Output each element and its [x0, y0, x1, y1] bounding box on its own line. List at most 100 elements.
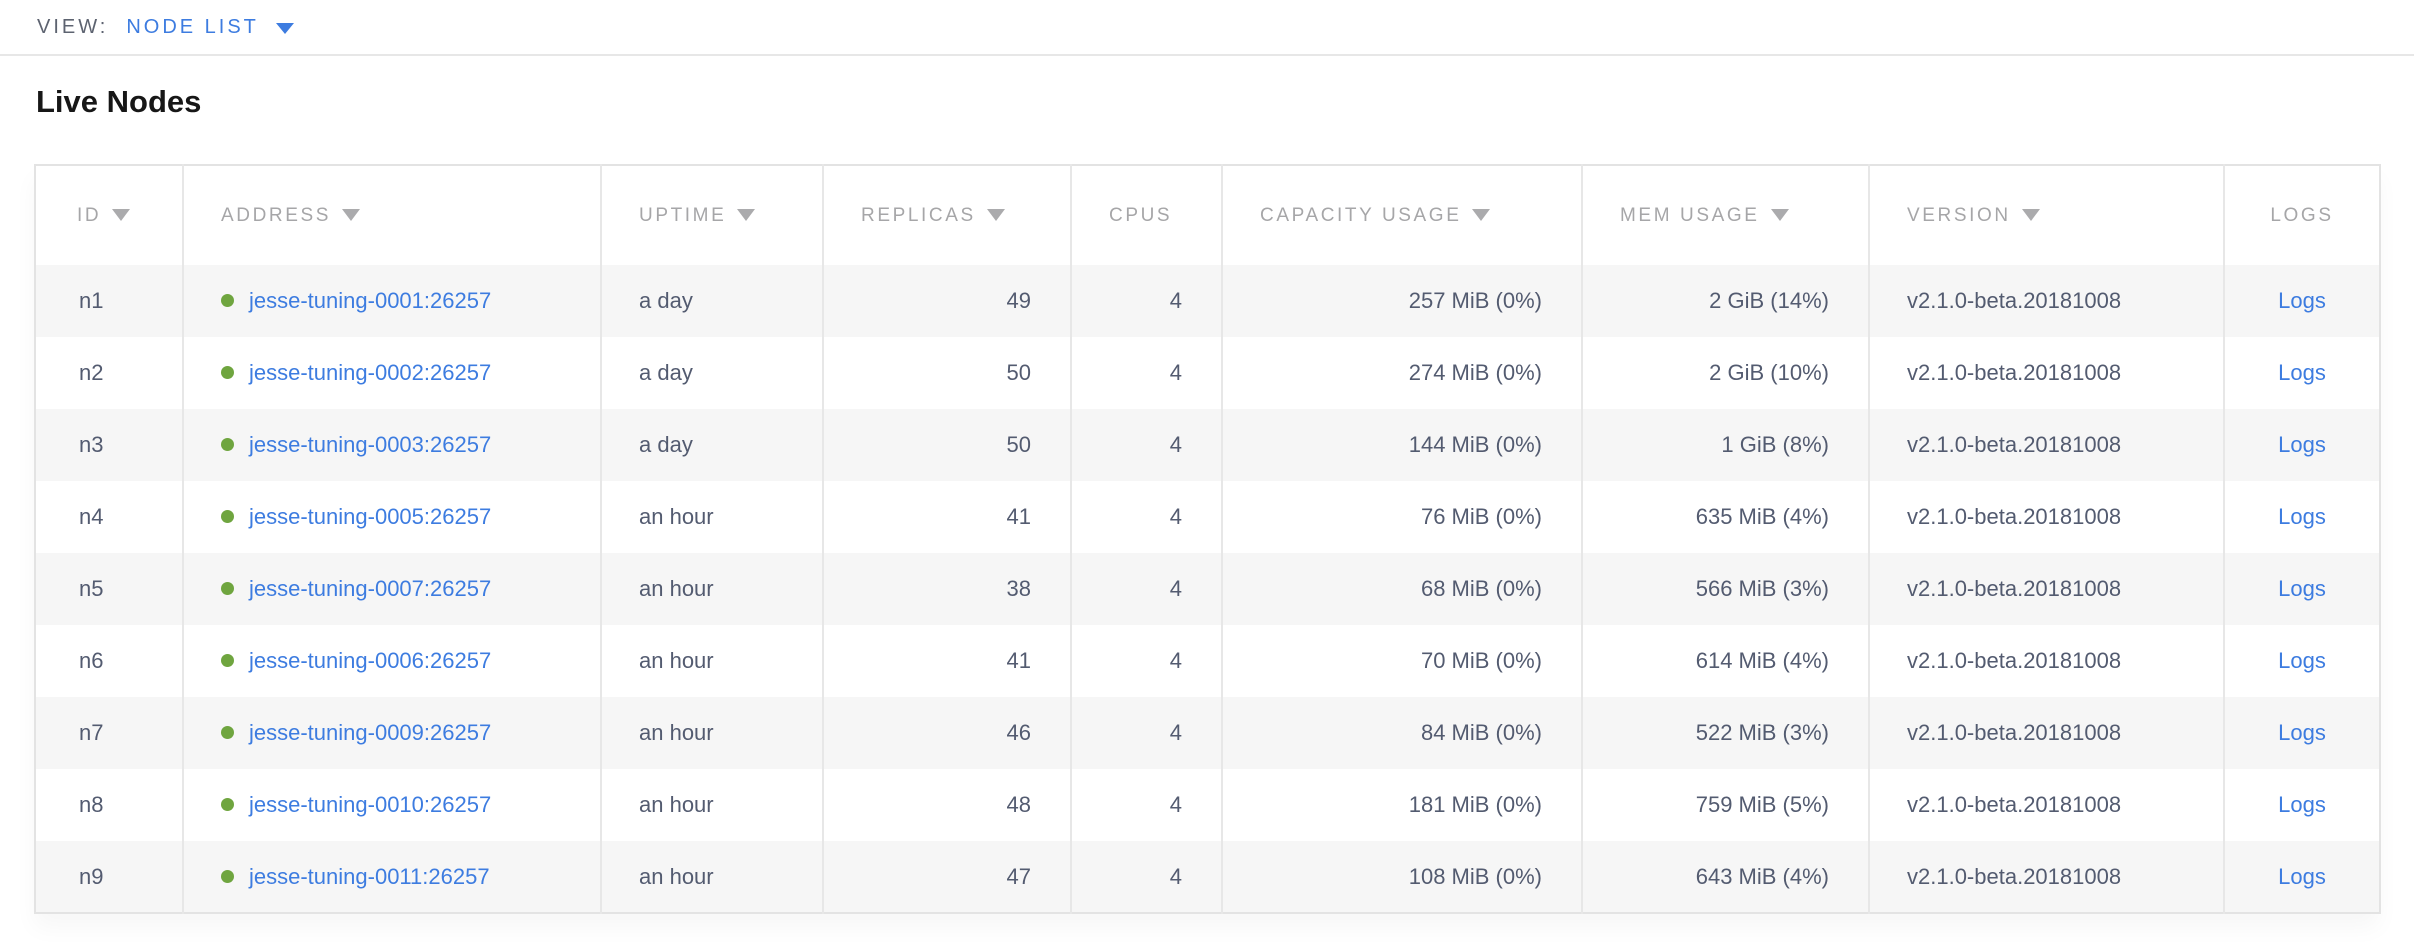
- node-replicas-cell: 48: [823, 769, 1072, 841]
- node-version-cell: v2.1.0-beta.20181008: [1869, 409, 2225, 481]
- node-uptime-cell: a day: [601, 409, 824, 481]
- node-capacity-usage-cell: 70 MiB (0%): [1222, 625, 1583, 697]
- node-mem-usage-cell: 2 GiB (14%): [1582, 265, 1870, 337]
- node-address-cell: jesse-tuning-0003:26257: [183, 409, 602, 481]
- node-uptime-cell: an hour: [601, 841, 824, 913]
- view-selector-value: NODE LIST: [126, 15, 259, 38]
- node-cpus-cell: 4: [1071, 265, 1223, 337]
- table-row: n3 jesse-tuning-0003:26257 a day 50 4 14…: [35, 409, 2380, 481]
- node-replicas-cell: 41: [823, 481, 1072, 553]
- column-header-uptime[interactable]: UPTIME: [601, 165, 824, 265]
- node-logs-link[interactable]: Logs: [2278, 432, 2326, 457]
- node-id-cell: n3: [35, 409, 184, 481]
- node-address-link[interactable]: jesse-tuning-0005:26257: [249, 504, 492, 529]
- node-mem-usage-cell: 566 MiB (3%): [1582, 553, 1870, 625]
- node-address-cell: jesse-tuning-0002:26257: [183, 337, 602, 409]
- table-row: n7 jesse-tuning-0009:26257 an hour 46 4 …: [35, 697, 2380, 769]
- node-capacity-usage-cell: 274 MiB (0%): [1222, 337, 1583, 409]
- column-header-version[interactable]: VERSION: [1869, 165, 2225, 265]
- node-mem-usage-cell: 522 MiB (3%): [1582, 697, 1870, 769]
- node-logs-link[interactable]: Logs: [2278, 360, 2326, 385]
- node-logs-cell: Logs: [2224, 409, 2380, 481]
- node-cpus-cell: 4: [1071, 769, 1223, 841]
- node-version-cell: v2.1.0-beta.20181008: [1869, 553, 2225, 625]
- node-cpus-cell: 4: [1071, 553, 1223, 625]
- column-header-logs: LOGS: [2224, 165, 2380, 265]
- sort-caret-icon: [1472, 208, 1491, 221]
- live-nodes-table: ID ADDRESS UPTIME REPLICAS CPUS CAPACITY…: [34, 164, 2381, 914]
- node-live-status-icon: [221, 294, 234, 308]
- node-logs-cell: Logs: [2224, 769, 2380, 841]
- caret-down-icon: [275, 23, 294, 34]
- node-address-link[interactable]: jesse-tuning-0001:26257: [249, 288, 492, 313]
- node-uptime-cell: an hour: [601, 553, 824, 625]
- page-title: Live Nodes: [36, 84, 202, 119]
- column-header-mem-usage[interactable]: MEM USAGE: [1582, 165, 1870, 265]
- node-uptime-cell: an hour: [601, 481, 824, 553]
- sort-caret-icon: [342, 208, 361, 221]
- node-capacity-usage-cell: 76 MiB (0%): [1222, 481, 1583, 553]
- node-address-link[interactable]: jesse-tuning-0006:26257: [249, 648, 492, 673]
- sort-caret-icon: [112, 208, 131, 221]
- node-address-link[interactable]: jesse-tuning-0009:26257: [249, 720, 492, 745]
- sort-caret-icon: [986, 208, 1005, 221]
- node-uptime-cell: an hour: [601, 697, 824, 769]
- node-version-cell: v2.1.0-beta.20181008: [1869, 337, 2225, 409]
- node-id-cell: n5: [35, 553, 184, 625]
- node-replicas-cell: 49: [823, 265, 1072, 337]
- node-logs-cell: Logs: [2224, 553, 2380, 625]
- node-address-link[interactable]: jesse-tuning-0010:26257: [249, 792, 492, 817]
- node-logs-link[interactable]: Logs: [2278, 288, 2326, 313]
- node-id-cell: n8: [35, 769, 184, 841]
- sort-caret-icon: [2021, 208, 2040, 221]
- node-address-cell: jesse-tuning-0005:26257: [183, 481, 602, 553]
- column-header-address[interactable]: ADDRESS: [183, 165, 602, 265]
- node-cpus-cell: 4: [1071, 625, 1223, 697]
- node-logs-link[interactable]: Logs: [2278, 863, 2326, 889]
- node-mem-usage-cell: 614 MiB (4%): [1582, 625, 1870, 697]
- node-address-link[interactable]: jesse-tuning-0011:26257: [249, 863, 490, 889]
- column-header-capacity-usage[interactable]: CAPACITY USAGE: [1222, 165, 1583, 265]
- node-cpus-cell: 4: [1071, 841, 1223, 913]
- node-logs-link[interactable]: Logs: [2278, 792, 2326, 817]
- node-address-link[interactable]: jesse-tuning-0003:26257: [249, 432, 492, 457]
- table-row: n8 jesse-tuning-0010:26257 an hour 48 4 …: [35, 769, 2380, 841]
- node-logs-link[interactable]: Logs: [2278, 504, 2326, 529]
- column-header-replicas[interactable]: REPLICAS: [823, 165, 1072, 265]
- node-uptime-cell: an hour: [601, 769, 824, 841]
- node-version-cell: v2.1.0-beta.20181008: [1869, 697, 2225, 769]
- column-header-id[interactable]: ID: [35, 165, 184, 265]
- node-uptime-cell: a day: [601, 265, 824, 337]
- view-label: VIEW:: [37, 15, 109, 38]
- node-address-link[interactable]: jesse-tuning-0002:26257: [249, 360, 492, 385]
- node-replicas-cell: 50: [823, 409, 1072, 481]
- node-logs-cell: Logs: [2224, 841, 2380, 913]
- node-logs-link[interactable]: Logs: [2278, 576, 2326, 601]
- node-capacity-usage-cell: 108 MiB (0%): [1222, 841, 1583, 913]
- node-address-link[interactable]: jesse-tuning-0007:26257: [249, 576, 492, 601]
- node-mem-usage-cell: 635 MiB (4%): [1582, 481, 1870, 553]
- node-cpus-cell: 4: [1071, 481, 1223, 553]
- node-live-status-icon: [221, 726, 234, 740]
- node-mem-usage-cell: 643 MiB (4%): [1582, 841, 1870, 913]
- node-capacity-usage-cell: 84 MiB (0%): [1222, 697, 1583, 769]
- node-uptime-cell: a day: [601, 337, 824, 409]
- node-logs-link[interactable]: Logs: [2278, 720, 2326, 745]
- live-nodes-table-card: ID ADDRESS UPTIME REPLICAS CPUS CAPACITY…: [34, 164, 2381, 914]
- node-live-status-icon: [221, 654, 234, 668]
- column-header-cpus: CPUS: [1071, 165, 1223, 265]
- node-logs-cell: Logs: [2224, 625, 2380, 697]
- node-capacity-usage-cell: 181 MiB (0%): [1222, 769, 1583, 841]
- node-replicas-cell: 41: [823, 625, 1072, 697]
- node-capacity-usage-cell: 68 MiB (0%): [1222, 553, 1583, 625]
- node-version-cell: v2.1.0-beta.20181008: [1869, 265, 2225, 337]
- node-live-status-icon: [221, 438, 234, 452]
- sort-caret-icon: [737, 208, 756, 221]
- node-logs-link[interactable]: Logs: [2278, 648, 2326, 673]
- node-cpus-cell: 4: [1071, 697, 1223, 769]
- node-replicas-cell: 47: [823, 841, 1072, 913]
- node-logs-cell: Logs: [2224, 697, 2380, 769]
- node-uptime-cell: an hour: [601, 625, 824, 697]
- node-address-cell: jesse-tuning-0010:26257: [183, 769, 602, 841]
- view-selector-dropdown[interactable]: NODE LIST: [126, 16, 294, 39]
